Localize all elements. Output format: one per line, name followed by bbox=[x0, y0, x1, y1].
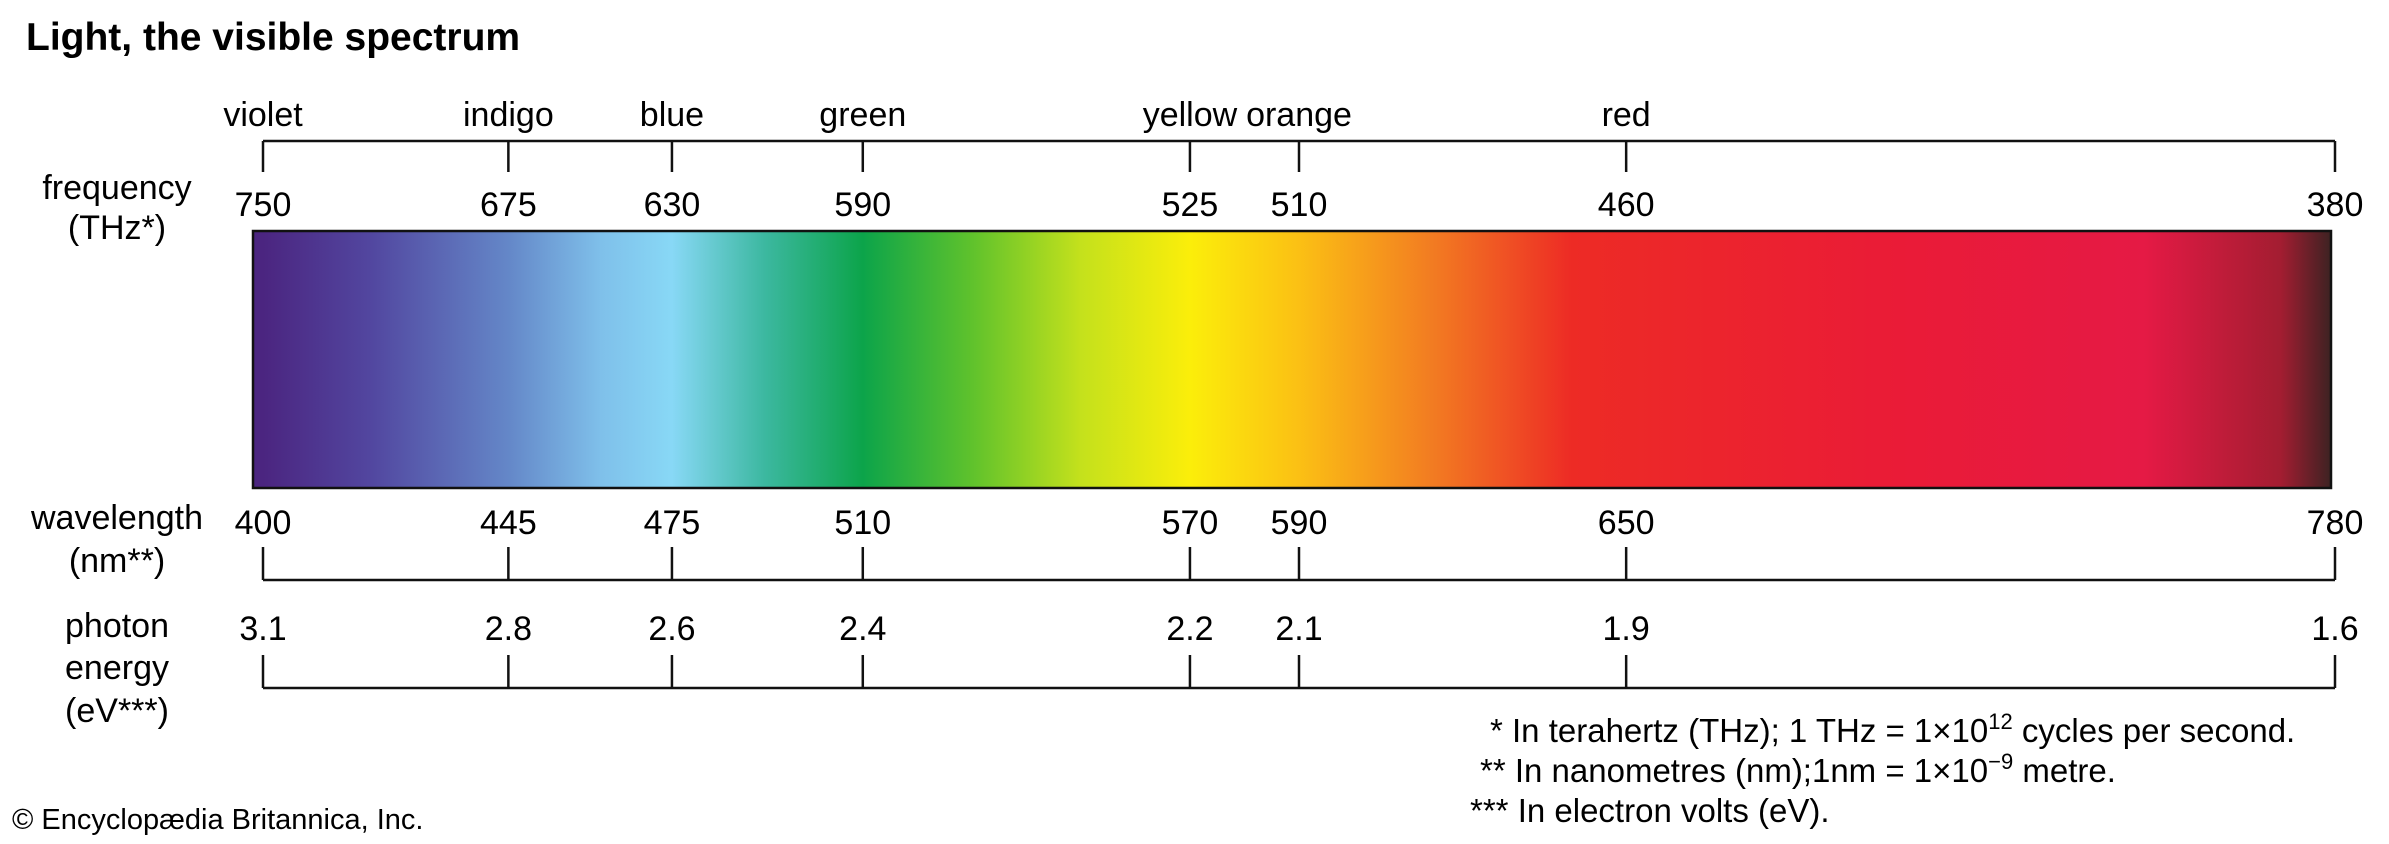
diagram-title: Light, the visible spectrum bbox=[26, 16, 520, 59]
wavelength-value-5: 570 bbox=[1162, 504, 1219, 542]
wavelength-label-line-2: (nm**) bbox=[69, 542, 165, 580]
footnote-2: ** In nanometres (nm);1nm = 1×10−9 metre… bbox=[1480, 749, 2116, 789]
photon-energy-value-5: 2.2 bbox=[1166, 610, 1213, 648]
wavelength-row-label: wavelength (nm**) bbox=[30, 499, 203, 580]
wavelength-values: 400 445 475 510 570 590 650 780 bbox=[235, 504, 2364, 542]
wavelength-axis bbox=[261, 547, 2337, 582]
frequency-value-1: 750 bbox=[235, 186, 292, 224]
frequency-label-line-2: (THz*) bbox=[68, 209, 166, 247]
frequency-value-8: 380 bbox=[2307, 186, 2364, 224]
color-name-orange: orange bbox=[1246, 96, 1352, 134]
wavelength-value-6: 590 bbox=[1271, 504, 1328, 542]
frequency-value-6: 510 bbox=[1271, 186, 1328, 224]
wavelength-value-7: 650 bbox=[1598, 504, 1655, 542]
footnote-2-marker: ** bbox=[1480, 752, 1506, 789]
footnotes: * In terahertz (THz); 1 THz = 1×1012 cyc… bbox=[1470, 709, 2295, 829]
wavelength-value-2: 445 bbox=[480, 504, 537, 542]
footnote-3: *** In electron volts (eV). bbox=[1470, 792, 1830, 829]
wavelength-value-1: 400 bbox=[235, 504, 292, 542]
frequency-value-3: 630 bbox=[644, 186, 701, 224]
wavelength-value-3: 475 bbox=[644, 504, 701, 542]
photon-energy-value-1: 3.1 bbox=[239, 610, 286, 648]
photon-energy-value-6: 2.1 bbox=[1275, 610, 1322, 648]
footnote-1: * In terahertz (THz); 1 THz = 1×1012 cyc… bbox=[1490, 709, 2295, 749]
photon-energy-value-4: 2.4 bbox=[839, 610, 886, 648]
color-name-green: green bbox=[819, 96, 906, 134]
color-name-blue: blue bbox=[640, 96, 704, 134]
footnote-1-text: In terahertz (THz); 1 THz = 1×10 bbox=[1512, 712, 1988, 749]
photon-energy-row-label: photon energy (eV***) bbox=[65, 607, 169, 730]
photon-energy-value-3: 2.6 bbox=[648, 610, 695, 648]
photon-energy-value-2: 2.8 bbox=[485, 610, 532, 648]
footnote-2-exponent: −9 bbox=[1988, 749, 2013, 774]
wavelength-value-8: 780 bbox=[2307, 504, 2364, 542]
photon-energy-values: 3.1 2.8 2.6 2.4 2.2 2.1 1.9 1.6 bbox=[239, 610, 2358, 648]
color-name-red: red bbox=[1602, 96, 1651, 134]
footnote-3-marker: *** bbox=[1470, 792, 1509, 829]
color-name-yellow: yellow bbox=[1143, 96, 1238, 134]
photon-energy-axis bbox=[261, 655, 2337, 690]
copyright-notice: © Encyclopædia Britannica, Inc. bbox=[12, 804, 423, 836]
frequency-value-2: 675 bbox=[480, 186, 537, 224]
photon-energy-label-line-2: energy bbox=[65, 649, 169, 687]
frequency-value-4: 590 bbox=[834, 186, 891, 224]
frequency-value-7: 460 bbox=[1598, 186, 1655, 224]
footnote-1-marker: * bbox=[1490, 712, 1503, 749]
color-name-violet: violet bbox=[223, 96, 303, 134]
footnote-1-exponent: 12 bbox=[1988, 709, 2012, 734]
color-name-axis bbox=[261, 139, 2337, 172]
photon-energy-value-8: 1.6 bbox=[2311, 610, 2358, 648]
color-name-labels: violet indigo blue green yellow orange red bbox=[223, 96, 1650, 134]
footnote-1-tail: cycles per second. bbox=[2013, 712, 2295, 749]
footnote-2-tail: metre. bbox=[2013, 752, 2116, 789]
photon-energy-label-line-1: photon bbox=[65, 607, 169, 645]
frequency-row-label: frequency (THz*) bbox=[42, 169, 191, 247]
photon-energy-label-line-3: (eV***) bbox=[65, 692, 169, 730]
footnote-2-text: In nanometres (nm);1nm = 1×10 bbox=[1515, 752, 1988, 789]
footnote-3-text: In electron volts (eV). bbox=[1518, 792, 1830, 829]
color-name-indigo: indigo bbox=[463, 96, 554, 134]
wavelength-value-4: 510 bbox=[834, 504, 891, 542]
frequency-label-line-1: frequency bbox=[42, 169, 191, 207]
frequency-value-5: 525 bbox=[1162, 186, 1219, 224]
frequency-values: 750 675 630 590 525 510 460 380 bbox=[235, 186, 2364, 224]
spectrum-gradient-bar bbox=[251, 229, 2333, 490]
photon-energy-value-7: 1.9 bbox=[1603, 610, 1650, 648]
wavelength-label-line-1: wavelength bbox=[30, 499, 203, 537]
